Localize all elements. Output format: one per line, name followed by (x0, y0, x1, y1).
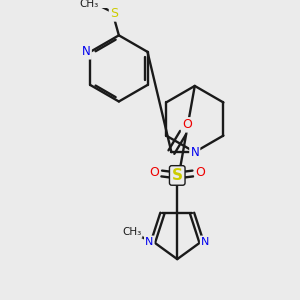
Text: N: N (145, 237, 154, 247)
Text: CH₃: CH₃ (122, 227, 141, 237)
Text: O: O (182, 118, 192, 131)
Text: O: O (196, 166, 206, 179)
Text: CH₃: CH₃ (79, 0, 98, 9)
Text: N: N (82, 45, 91, 58)
Text: N: N (201, 237, 209, 247)
Text: S: S (110, 8, 118, 20)
Text: N: N (190, 146, 199, 159)
Text: S: S (172, 168, 183, 183)
Text: O: O (149, 166, 159, 179)
